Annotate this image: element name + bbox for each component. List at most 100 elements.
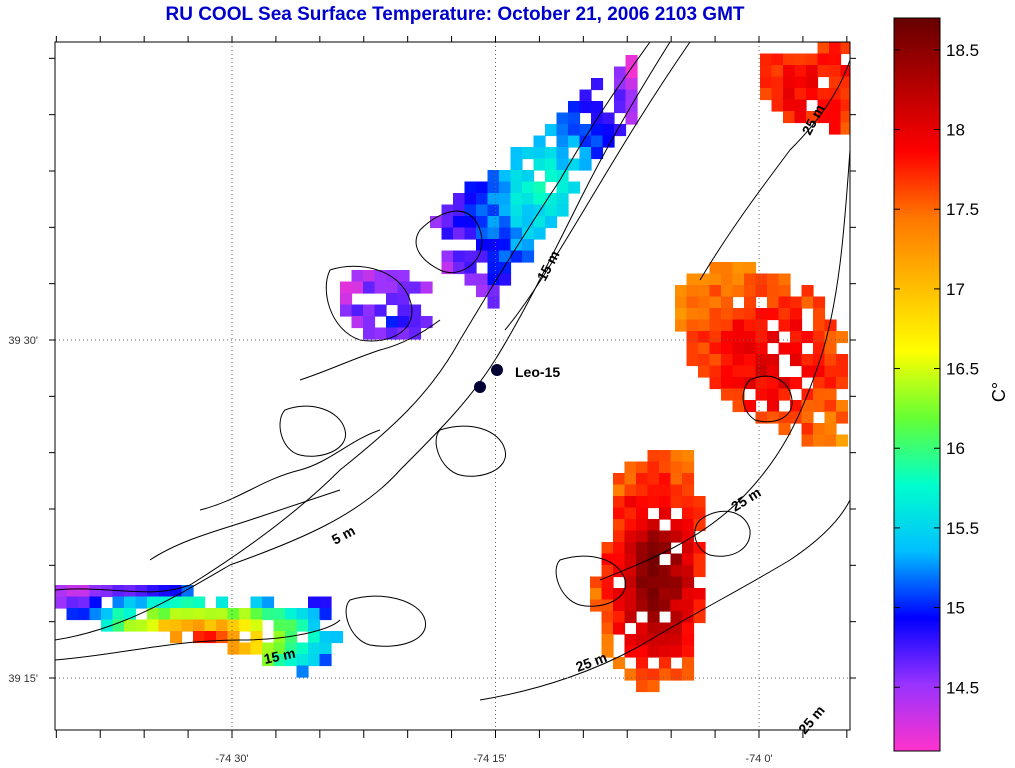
sst-pixel xyxy=(698,285,711,298)
sst-pixel xyxy=(522,204,535,217)
sst-pixel xyxy=(363,316,376,329)
sst-pixel xyxy=(659,461,672,474)
sst-pixel xyxy=(476,181,489,194)
sst-pixel xyxy=(755,285,768,298)
sst-pixel xyxy=(601,634,614,647)
sst-pixel xyxy=(204,619,217,632)
sst-pixel xyxy=(670,645,683,658)
sst-pixel xyxy=(624,461,637,474)
colorbar-tick-label: 17.5 xyxy=(946,200,979,219)
sst-pixel xyxy=(682,634,695,647)
sst-pixel xyxy=(813,434,826,447)
sst-pixel xyxy=(813,400,826,413)
sst-pixel xyxy=(397,293,410,306)
sst-pixel xyxy=(568,135,581,148)
sst-pixel xyxy=(698,342,711,355)
sst-pixel xyxy=(112,619,125,632)
sst-pixel xyxy=(568,112,581,125)
sst-pixel xyxy=(285,608,298,621)
sst-pixel xyxy=(647,553,660,566)
sst-pixel xyxy=(801,285,814,298)
sst-pixel xyxy=(659,496,672,509)
sst-pixel xyxy=(647,484,660,497)
contour-25m-ne xyxy=(699,59,850,281)
sst-pixel xyxy=(790,308,803,321)
sst-pixel xyxy=(801,354,814,367)
sst-pixel xyxy=(698,273,711,286)
sst-pixel xyxy=(112,596,125,609)
sst-pixel xyxy=(624,565,637,578)
sst-pixel xyxy=(613,473,626,486)
sst-pixel xyxy=(591,78,604,91)
sst-pixel xyxy=(659,507,672,520)
sst-pixel xyxy=(533,181,546,194)
map-frame xyxy=(54,41,851,731)
sst-pixel xyxy=(397,304,410,317)
sst-pixel xyxy=(659,473,672,486)
sst-pixel xyxy=(464,273,477,286)
sst-pixel xyxy=(556,204,569,217)
sst-pixel xyxy=(693,565,706,578)
sst-pixel xyxy=(624,599,637,612)
sst-pixel xyxy=(613,622,626,635)
sst-pixel xyxy=(682,588,695,601)
sst-pixel xyxy=(778,273,791,286)
sst-pixel xyxy=(181,608,194,621)
sst-pixel xyxy=(624,588,637,601)
marsh-channel-2 xyxy=(149,489,341,561)
sst-pixel xyxy=(522,193,535,206)
sst-pixel xyxy=(147,596,160,609)
sst-pixel xyxy=(721,308,734,321)
sst-pixel xyxy=(778,388,791,401)
sst-pixel xyxy=(522,250,535,263)
sst-pixel xyxy=(709,273,722,286)
sst-pixel xyxy=(296,654,309,667)
sst-pixel xyxy=(319,642,332,655)
sst-pixel xyxy=(216,596,229,609)
sst-pixel xyxy=(836,377,849,390)
sst-pixel xyxy=(829,53,842,66)
sst-pixel xyxy=(556,147,569,160)
sst-pixel xyxy=(625,89,638,102)
leo-15-node-north[interactable] xyxy=(491,364,503,376)
sst-pixel xyxy=(170,619,183,632)
leo-15-node-south[interactable] xyxy=(474,381,486,393)
sst-pixel xyxy=(744,331,757,344)
sst-pixel xyxy=(709,262,722,275)
sst-pixel xyxy=(636,496,649,509)
sst-pixel xyxy=(216,608,229,621)
sst-pixel xyxy=(250,596,263,609)
sst-pixel xyxy=(453,250,466,263)
sst-pixel xyxy=(487,285,500,298)
sst-pixel xyxy=(709,377,722,390)
frame-ticks xyxy=(49,36,856,738)
sst-pixel xyxy=(682,611,695,624)
sst-pixel xyxy=(409,327,422,340)
sst-pixel xyxy=(686,308,699,321)
sst-pixel xyxy=(732,377,745,390)
sst-pixel xyxy=(698,354,711,367)
sst-pixel xyxy=(386,281,399,294)
sst-pixel xyxy=(659,599,672,612)
sst-pixel xyxy=(647,565,660,578)
sst-pixel xyxy=(89,596,102,609)
sst-pixel xyxy=(487,273,500,286)
sst-pixel xyxy=(499,170,512,183)
sst-pixel xyxy=(614,101,627,114)
shoal-5 xyxy=(555,555,626,607)
sst-pixel xyxy=(778,296,791,309)
sst-pixel xyxy=(101,619,114,632)
sst-pixel xyxy=(545,216,558,229)
sst-pixel xyxy=(273,619,286,632)
sst-pixel xyxy=(675,319,688,332)
contour-label-25m-east: 25 m xyxy=(728,484,764,514)
sst-pixel xyxy=(771,76,784,89)
patch-inshore-mid xyxy=(340,270,433,340)
sst-pixel xyxy=(193,631,206,644)
sst-pixel xyxy=(659,588,672,601)
sst-pixel xyxy=(227,608,240,621)
sst-pixel xyxy=(625,78,638,91)
sst-pixel xyxy=(767,308,780,321)
sst-pixel xyxy=(374,281,387,294)
sst-pixel xyxy=(409,316,422,329)
